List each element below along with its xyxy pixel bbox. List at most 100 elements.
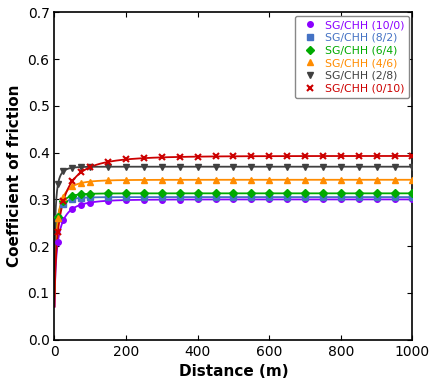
SG/CHH (8/2): [87, 195, 93, 200]
SG/CHH (4/6): [79, 181, 84, 185]
Line: SG/CHH (4/6): SG/CHH (4/6): [55, 176, 416, 222]
SG/CHH (4/6): [284, 178, 290, 182]
SG/CHH (0/10): [159, 155, 164, 160]
SG/CHH (8/2): [195, 195, 200, 200]
SG/CHH (6/4): [267, 191, 272, 196]
SG/CHH (4/6): [338, 178, 343, 182]
SG/CHH (2/8): [267, 164, 272, 169]
SG/CHH (2/8): [338, 164, 343, 169]
SG/CHH (6/4): [141, 191, 146, 196]
SG/CHH (0/10): [356, 154, 361, 158]
SG/CHH (8/2): [213, 195, 218, 200]
SG/CHH (10/0): [69, 207, 75, 211]
SG/CHH (0/10): [213, 154, 218, 159]
SG/CHH (0/10): [231, 154, 236, 159]
SG/CHH (2/8): [356, 164, 361, 169]
SG/CHH (8/2): [249, 195, 254, 200]
SG/CHH (10/0): [284, 197, 290, 202]
SG/CHH (2/8): [55, 182, 61, 187]
SG/CHH (10/0): [213, 197, 218, 202]
SG/CHH (6/4): [55, 214, 61, 219]
SG/CHH (6/4): [338, 191, 343, 196]
SG/CHH (6/4): [87, 191, 93, 196]
SG/CHH (8/2): [231, 195, 236, 200]
SG/CHH (10/0): [105, 198, 111, 203]
SG/CHH (4/6): [159, 178, 164, 182]
SG/CHH (6/4): [79, 192, 84, 196]
SG/CHH (2/8): [195, 164, 200, 169]
SG/CHH (8/2): [374, 195, 379, 200]
X-axis label: Distance (m): Distance (m): [179, 364, 288, 379]
SG/CHH (4/6): [249, 178, 254, 182]
SG/CHH (0/10): [284, 154, 290, 158]
SG/CHH (0/10): [79, 170, 84, 174]
SG/CHH (4/6): [356, 178, 361, 182]
SG/CHH (10/0): [79, 202, 84, 207]
SG/CHH (10/0): [231, 197, 236, 202]
SG/CHH (2/8): [79, 165, 84, 169]
SG/CHH (2/8): [392, 164, 397, 169]
SG/CHH (2/8): [320, 164, 326, 169]
SG/CHH (8/2): [123, 195, 128, 200]
SG/CHH (6/4): [177, 191, 182, 196]
SG/CHH (8/2): [410, 195, 415, 200]
SG/CHH (10/0): [249, 197, 254, 202]
Line: SG/CHH (6/4): SG/CHH (6/4): [55, 191, 415, 220]
SG/CHH (6/4): [392, 191, 397, 196]
SG/CHH (0/10): [69, 179, 75, 184]
Line: SG/CHH (10/0): SG/CHH (10/0): [55, 196, 415, 244]
Line: SG/CHH (2/8): SG/CHH (2/8): [55, 163, 416, 188]
SG/CHH (6/4): [356, 191, 361, 196]
SG/CHH (4/6): [69, 184, 75, 189]
SG/CHH (0/10): [141, 156, 146, 161]
SG/CHH (8/2): [55, 216, 61, 221]
SG/CHH (6/4): [410, 191, 415, 196]
SG/CHH (4/6): [141, 178, 146, 182]
SG/CHH (10/0): [61, 218, 66, 223]
Line: SG/CHH (8/2): SG/CHH (8/2): [55, 194, 415, 221]
SG/CHH (0/10): [87, 165, 93, 169]
SG/CHH (2/8): [284, 164, 290, 169]
SG/CHH (6/4): [159, 191, 164, 196]
SG/CHH (2/8): [141, 164, 146, 169]
SG/CHH (8/2): [141, 195, 146, 200]
SG/CHH (6/4): [195, 191, 200, 196]
SG/CHH (2/8): [302, 164, 308, 169]
SG/CHH (6/4): [374, 191, 379, 196]
SG/CHH (8/2): [69, 197, 75, 201]
SG/CHH (10/0): [55, 239, 61, 244]
SG/CHH (0/10): [105, 159, 111, 164]
SG/CHH (6/4): [213, 191, 218, 196]
SG/CHH (8/2): [61, 202, 66, 207]
SG/CHH (10/0): [410, 197, 415, 202]
SG/CHH (8/2): [338, 195, 343, 200]
SG/CHH (4/6): [267, 178, 272, 182]
SG/CHH (8/2): [159, 195, 164, 200]
SG/CHH (6/4): [302, 191, 308, 196]
SG/CHH (10/0): [267, 197, 272, 202]
SG/CHH (4/6): [61, 194, 66, 199]
SG/CHH (2/8): [410, 164, 415, 169]
Legend: SG/CHH (10/0), SG/CHH (8/2), SG/CHH (6/4), SG/CHH (4/6), SG/CHH (2/8), SG/CHH (0: SG/CHH (10/0), SG/CHH (8/2), SG/CHH (6/4…: [295, 16, 409, 98]
SG/CHH (8/2): [392, 195, 397, 200]
SG/CHH (10/0): [392, 197, 397, 202]
SG/CHH (6/4): [61, 199, 66, 204]
SG/CHH (10/0): [159, 197, 164, 202]
SG/CHH (2/8): [159, 164, 164, 169]
SG/CHH (4/6): [123, 178, 128, 182]
SG/CHH (2/8): [105, 164, 111, 169]
SG/CHH (0/10): [177, 155, 182, 159]
SG/CHH (2/8): [374, 164, 379, 169]
SG/CHH (10/0): [302, 197, 308, 202]
SG/CHH (0/10): [410, 154, 415, 158]
SG/CHH (0/10): [195, 154, 200, 159]
SG/CHH (0/10): [392, 154, 397, 158]
SG/CHH (8/2): [302, 195, 308, 200]
Line: SG/CHH (0/10): SG/CHH (0/10): [55, 152, 416, 235]
SG/CHH (8/2): [79, 196, 84, 200]
SG/CHH (4/6): [105, 178, 111, 183]
SG/CHH (10/0): [195, 197, 200, 202]
SG/CHH (0/10): [123, 157, 128, 162]
SG/CHH (0/10): [374, 154, 379, 158]
SG/CHH (4/6): [302, 178, 308, 182]
